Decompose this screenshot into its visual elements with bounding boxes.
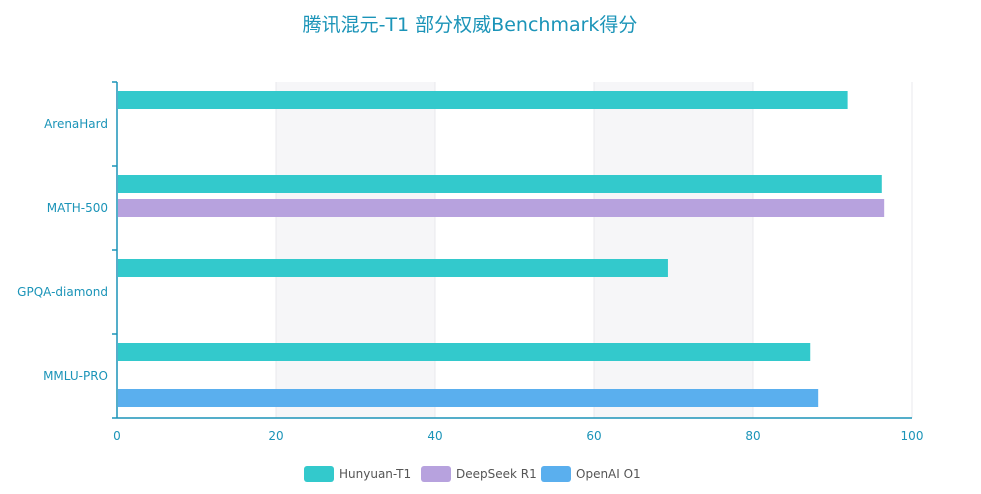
legend-item-openai-o1[interactable]: OpenAI O1 <box>541 466 641 482</box>
category-label: MATH-500 <box>47 201 108 215</box>
x-tick-label: 0 <box>113 429 121 443</box>
legend-label: DeepSeek R1 <box>456 467 537 481</box>
legend-label: Hunyuan-T1 <box>339 467 411 481</box>
legend-swatch <box>421 466 451 482</box>
bar-hunyuan-t1-mmlu-pro <box>118 343 811 361</box>
legend-swatch <box>304 466 334 482</box>
grid-bands <box>276 82 753 418</box>
bar-deepseek-r1-math-500 <box>118 199 885 217</box>
category-label: GPQA-diamond <box>17 285 108 299</box>
legend-label: OpenAI O1 <box>576 467 641 481</box>
category-label: MMLU-PRO <box>43 369 108 383</box>
x-tick-label: 80 <box>745 429 760 443</box>
bar-hunyuan-t1-arenahard <box>118 91 848 109</box>
legend-swatch <box>541 466 571 482</box>
x-tick-label: 20 <box>268 429 283 443</box>
grid-band <box>594 82 753 418</box>
grid-band <box>276 82 435 418</box>
legend-item-hunyuan-t1[interactable]: Hunyuan-T1 <box>304 466 411 482</box>
bars <box>118 91 885 407</box>
legend-item-deepseek-r1[interactable]: DeepSeek R1 <box>421 466 537 482</box>
bar-hunyuan-t1-gpqa-diamond <box>118 259 668 277</box>
x-tick-label: 60 <box>586 429 601 443</box>
x-tick-label: 40 <box>427 429 442 443</box>
x-tick-label: 100 <box>901 429 924 443</box>
axes: ArenaHard MATH-500 GPQA-diamond MMLU-PRO 0 20… <box>17 81 924 443</box>
bar-openai-o1-mmlu-pro <box>118 389 819 407</box>
chart-title: 腾讯混元-T1 部分权威Benchmark得分 <box>303 14 638 36</box>
bar-hunyuan-t1-math-500 <box>118 175 882 193</box>
category-label: ArenaHard <box>44 117 108 131</box>
legend: Hunyuan-T1 DeepSeek R1 OpenAI O1 <box>304 466 641 482</box>
gridlines <box>275 82 913 418</box>
